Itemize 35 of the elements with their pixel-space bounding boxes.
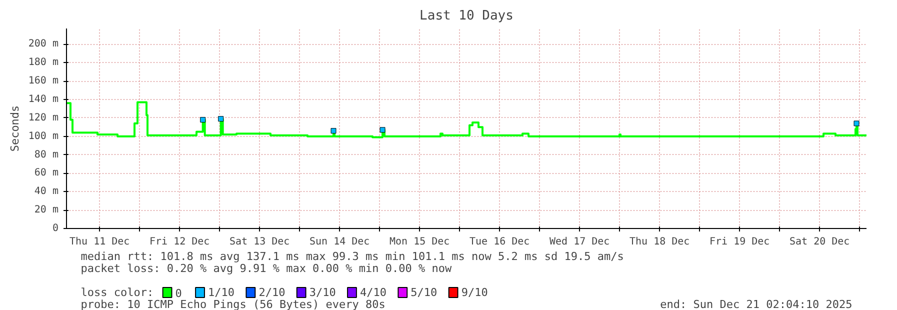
x-tick-label: Wed 17 Dec <box>550 236 610 248</box>
text: probe: 10 ICMP Echo Pings (56 Bytes) every 80s <box>80 298 386 310</box>
y-tick-label: 120 m <box>28 112 59 124</box>
y-tick-label: 0 <box>52 223 59 234</box>
chart-title: Last 10 Days <box>420 8 514 24</box>
text: end: Sun Dec 21 02:04:10 2025 <box>660 298 852 310</box>
y-tick-label: 20 m <box>34 204 59 216</box>
x-tick-label: Sun 14 Dec <box>310 236 370 248</box>
y-axis-title: Seconds <box>8 105 22 152</box>
x-tick-label: Mon 15 Dec <box>390 236 450 248</box>
x-tick-label: Thu 18 Dec <box>630 236 690 248</box>
x-tick-label: Fri 12 Dec <box>150 236 210 248</box>
text: median rtt: 101.8 ms avg 137.1 ms max 99.3 ms min 101.1 ms now 5.2 ms sd 19.5 am/s <box>80 250 624 263</box>
y-tick-label: 160 m <box>28 76 59 87</box>
y-tick-label: 180 m <box>28 57 59 68</box>
y-tick-label: 140 m <box>28 94 59 105</box>
legend-title: loss color: <box>80 286 154 299</box>
x-tick-label: Thu 11 Dec <box>70 236 130 248</box>
x-tick-label: Sat 20 Dec <box>790 236 850 248</box>
y-tick-label: 40 m <box>34 186 59 198</box>
x-tick-label: Fri 19 Dec <box>710 236 770 248</box>
y-tick-label: 60 m <box>34 168 59 179</box>
text: packet loss: 0.20 % avg 9.91 % max 0.00 % min 0.00 % now <box>80 262 452 275</box>
y-tick-label: 80 m <box>34 149 59 160</box>
legend-label: 0 <box>175 287 182 300</box>
legend-label: 1/10 <box>208 286 235 299</box>
legend-label: 9/10 <box>461 286 488 299</box>
y-tick-label: 100 m <box>28 130 59 142</box>
y-tick-label: 200 m <box>28 38 59 50</box>
legend-label: 5/10 <box>410 286 438 299</box>
legend-label: 4/10 <box>360 286 387 299</box>
legend-label: 2/10 <box>258 286 286 299</box>
legend-label: 3/10 <box>309 286 336 299</box>
x-tick-label: Sat 13 Dec <box>230 236 290 248</box>
x-tick-label: Tue 16 Dec <box>470 236 530 248</box>
